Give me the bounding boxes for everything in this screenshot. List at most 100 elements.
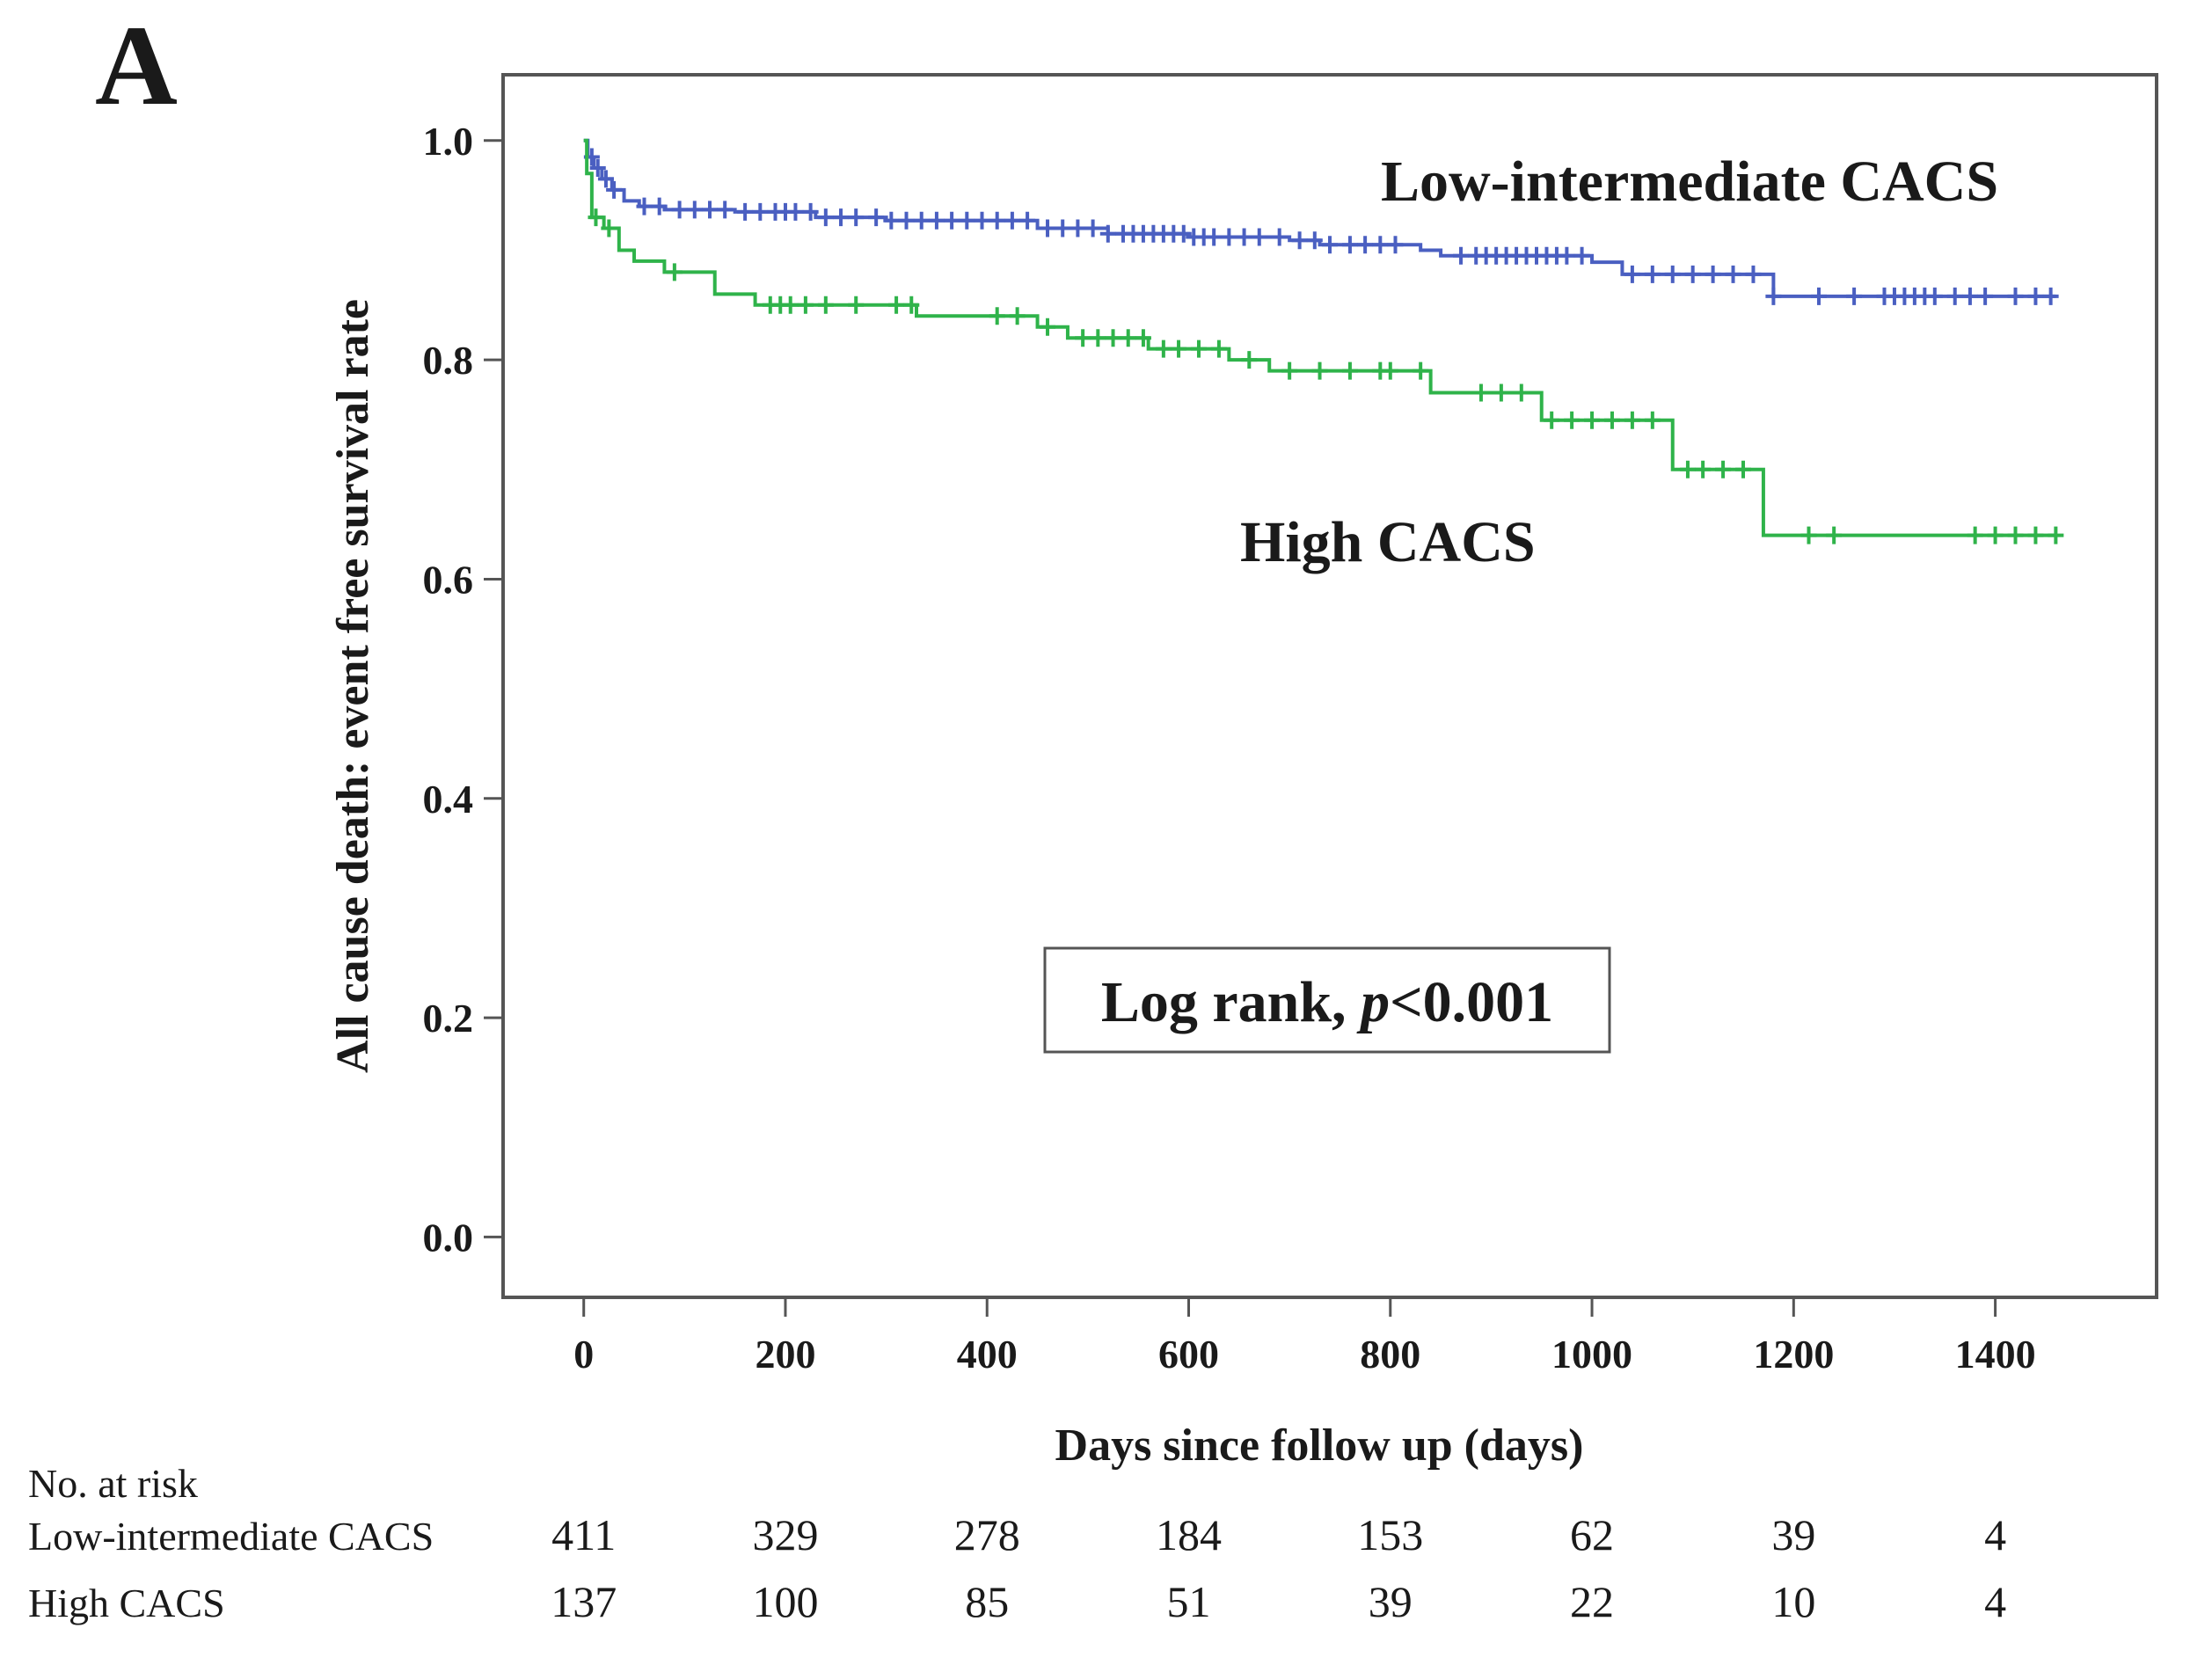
- censor-mark: [2048, 526, 2064, 544]
- risk-value: 22: [1570, 1577, 1614, 1626]
- censor-mark: [1584, 411, 1601, 429]
- censor-mark: [651, 197, 668, 215]
- censor-mark: [1493, 383, 1509, 402]
- censor-mark: [1084, 219, 1101, 237]
- censor-mark: [797, 296, 814, 314]
- censor-mark: [989, 307, 1005, 325]
- y-axis: 0.0 0.2 0.4 0.6 0.8 1.0: [423, 119, 503, 1260]
- risk-value: 184: [1156, 1510, 1222, 1559]
- censor-mark: [1382, 361, 1398, 380]
- censor-mark: [737, 202, 754, 221]
- censor-mark: [1009, 307, 1026, 325]
- censor-mark: [1735, 460, 1751, 478]
- censor-mark: [1967, 526, 1983, 544]
- series-high: [583, 138, 2064, 544]
- censor-mark: [1055, 219, 1071, 237]
- risk-table-header: No. at risk: [28, 1461, 198, 1506]
- censor-mark: [589, 158, 606, 177]
- censor-mark: [848, 296, 865, 314]
- censor-mark: [1800, 526, 1817, 544]
- risk-value: 4: [1984, 1510, 2006, 1559]
- censor-mark: [1281, 361, 1298, 380]
- censor-mark: [2007, 526, 2024, 544]
- censor-mark: [1987, 526, 2004, 544]
- censor-mark: [1311, 361, 1328, 380]
- risk-row-label: High CACS: [28, 1581, 225, 1625]
- x-tick-label: 1000: [1551, 1332, 1632, 1377]
- censor-mark: [1171, 340, 1187, 358]
- censor-mark: [717, 201, 734, 219]
- censor-mark: [883, 211, 900, 230]
- censor-mark: [1040, 318, 1056, 336]
- risk-value: 278: [954, 1510, 1020, 1559]
- censor-mark: [1175, 224, 1192, 243]
- censor-mark: [898, 211, 915, 230]
- censor-mark: [848, 208, 865, 227]
- censor-mark: [1341, 236, 1358, 254]
- x-tick-label: 200: [755, 1332, 815, 1377]
- log-rank-p-symbol: p: [1356, 970, 1390, 1034]
- risk-value: 39: [1771, 1510, 1815, 1559]
- plot-frame: [501, 73, 2158, 1299]
- censor-mark: [752, 202, 769, 221]
- censor-mark: [702, 201, 718, 219]
- y-tick-label: 0.0: [423, 1215, 474, 1260]
- risk-value: 10: [1771, 1577, 1815, 1626]
- risk-value: 51: [1167, 1577, 1211, 1626]
- censor-mark: [903, 296, 920, 314]
- censor-mark: [1241, 351, 1258, 369]
- curve-label-high: High CACS: [1240, 510, 1536, 574]
- censor-mark: [1564, 411, 1581, 429]
- censor-mark: [817, 208, 834, 227]
- y-axis-title: All cause death: event free survival rat…: [328, 299, 378, 1073]
- y-tick-label: 0.6: [423, 557, 474, 602]
- risk-table: No. at risk Low-intermediate CACS 411 329 2…: [28, 1461, 2006, 1626]
- censor-mark: [1644, 265, 1661, 283]
- censor-mark: [1322, 236, 1338, 254]
- censor-mark: [1559, 246, 1575, 265]
- censor-mark: [1291, 231, 1308, 250]
- x-axis: 0 200 400 600 800 1000 1200 1400: [573, 1297, 2036, 1377]
- censor-mark: [888, 296, 905, 314]
- censor-mark: [1725, 265, 1741, 283]
- x-tick-label: 0: [573, 1332, 594, 1377]
- censor-mark: [1453, 246, 1470, 265]
- risk-value: 39: [1369, 1577, 1413, 1626]
- censor-mark: [1695, 460, 1712, 478]
- y-tick-label: 0.2: [423, 996, 474, 1041]
- censor-mark: [802, 202, 819, 221]
- censor-mark: [666, 263, 683, 281]
- censor-mark: [787, 202, 804, 221]
- censor-mark: [686, 201, 703, 219]
- censor-mark: [1251, 228, 1267, 246]
- censor-mark: [1603, 411, 1620, 429]
- censor-mark: [1075, 329, 1091, 347]
- risk-row-label: Low-intermediate CACS: [28, 1514, 434, 1559]
- censor-mark: [974, 211, 990, 230]
- x-tick-label: 800: [1360, 1332, 1420, 1377]
- log-rank-suffix: <0.001: [1390, 970, 1553, 1034]
- censor-mark: [1664, 265, 1681, 283]
- censor-mark: [1715, 460, 1732, 478]
- censor-mark: [2007, 287, 2024, 305]
- censor-mark: [1624, 265, 1640, 283]
- panel-label: A: [95, 3, 178, 129]
- censor-mark: [1206, 228, 1223, 246]
- log-rank-annotation: Log rank, p<0.001: [1043, 946, 1611, 1054]
- censor-mark: [636, 197, 653, 215]
- y-tick-label: 0.4: [423, 777, 474, 822]
- censor-mark: [588, 208, 604, 227]
- x-tick-label: 1200: [1753, 1332, 1834, 1377]
- censor-mark: [1372, 236, 1389, 254]
- censor-mark: [597, 170, 614, 188]
- risk-value: 100: [752, 1577, 818, 1626]
- risk-value: 137: [551, 1577, 617, 1626]
- censor-mark: [944, 211, 960, 230]
- log-rank-prefix: Log rank,: [1101, 970, 1361, 1034]
- curve-label-low-intermediate: Low-intermediate CACS: [1381, 150, 1998, 214]
- censor-mark: [1090, 329, 1106, 347]
- censor-mark: [1210, 340, 1227, 358]
- censor-mark: [1221, 228, 1237, 246]
- censor-mark: [1745, 265, 1762, 283]
- censor-mark: [671, 201, 688, 219]
